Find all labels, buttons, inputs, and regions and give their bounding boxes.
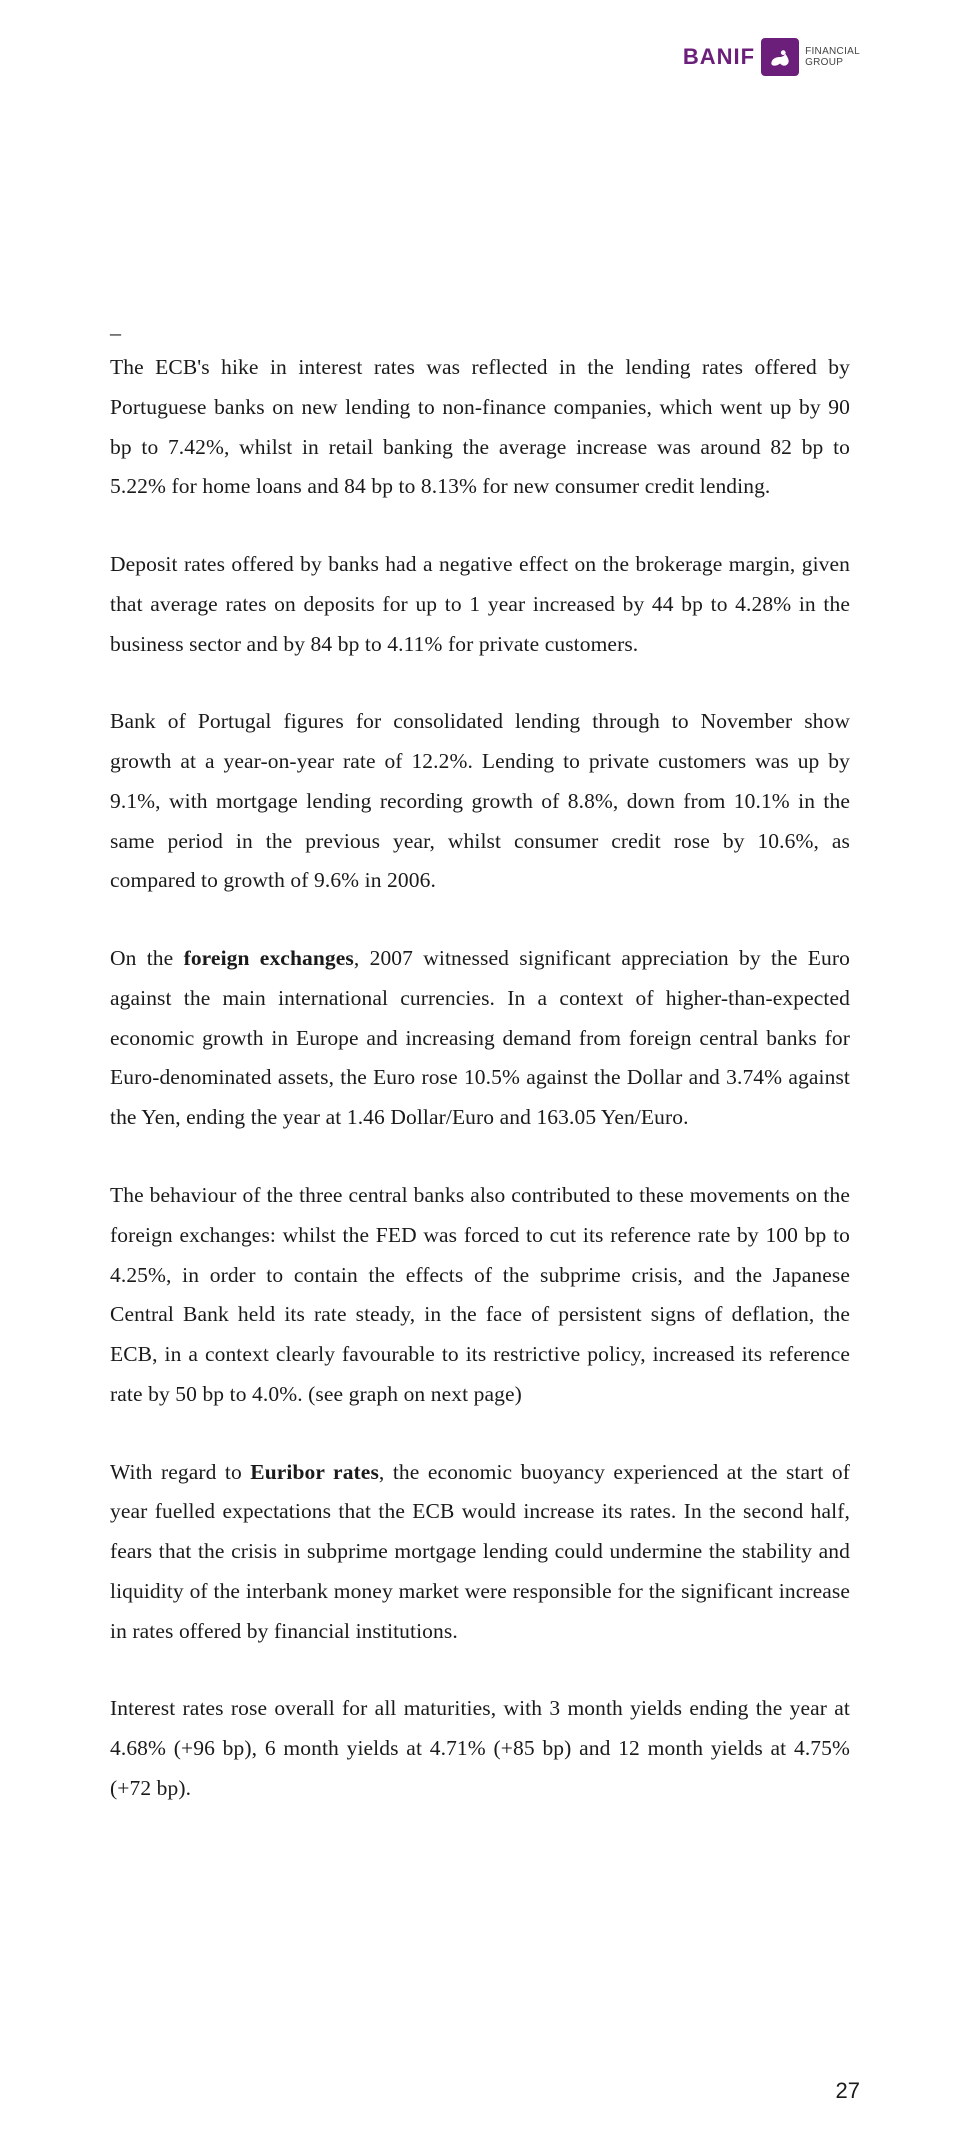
- leading-dash: –: [110, 320, 850, 346]
- brand-logo: BANIF FINANCIAL GROUP: [683, 38, 860, 76]
- brand-sub-line2: GROUP: [805, 57, 843, 68]
- paragraph-7: Interest rates rose overall for all matu…: [110, 1689, 850, 1808]
- brand-sub-line1: FINANCIAL: [805, 46, 860, 57]
- paragraph-6: With regard to Euribor rates, the econom…: [110, 1453, 850, 1652]
- p6-bold: Euribor rates: [250, 1460, 379, 1484]
- paragraph-4: On the foreign exchanges, 2007 witnessed…: [110, 939, 850, 1138]
- page-number: 27: [836, 2078, 860, 2104]
- p4-pre: On the: [110, 946, 184, 970]
- brand-text: BANIF: [683, 44, 755, 70]
- paragraph-2: Deposit rates offered by banks had a neg…: [110, 545, 850, 664]
- page-content: – The ECB's hike in interest rates was r…: [110, 320, 850, 1847]
- p4-bold: foreign exchanges: [184, 946, 354, 970]
- paragraph-5: The behaviour of the three central banks…: [110, 1176, 850, 1415]
- brand-subtitle: FINANCIAL GROUP: [805, 46, 860, 69]
- brand-icon: [761, 38, 799, 76]
- paragraph-1: The ECB's hike in interest rates was ref…: [110, 348, 850, 507]
- p6-post: , the economic buoyancy experienced at t…: [110, 1460, 850, 1643]
- p4-post: , 2007 witnessed significant appreciatio…: [110, 946, 850, 1129]
- paragraph-3: Bank of Portugal figures for consolidate…: [110, 702, 850, 901]
- p6-pre: With regard to: [110, 1460, 250, 1484]
